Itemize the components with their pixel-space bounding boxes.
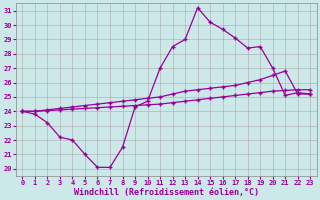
X-axis label: Windchill (Refroidissement éolien,°C): Windchill (Refroidissement éolien,°C) [74,188,259,197]
